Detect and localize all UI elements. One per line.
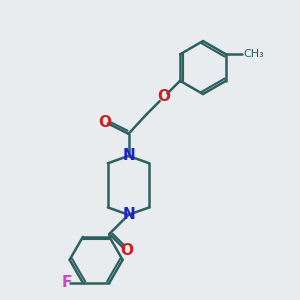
Text: O: O xyxy=(158,89,170,104)
Text: CH₃: CH₃ xyxy=(244,49,264,59)
Text: N: N xyxy=(122,148,135,164)
Text: N: N xyxy=(122,207,135,222)
Text: F: F xyxy=(62,275,73,290)
Text: O: O xyxy=(98,115,112,130)
Text: O: O xyxy=(120,243,133,258)
